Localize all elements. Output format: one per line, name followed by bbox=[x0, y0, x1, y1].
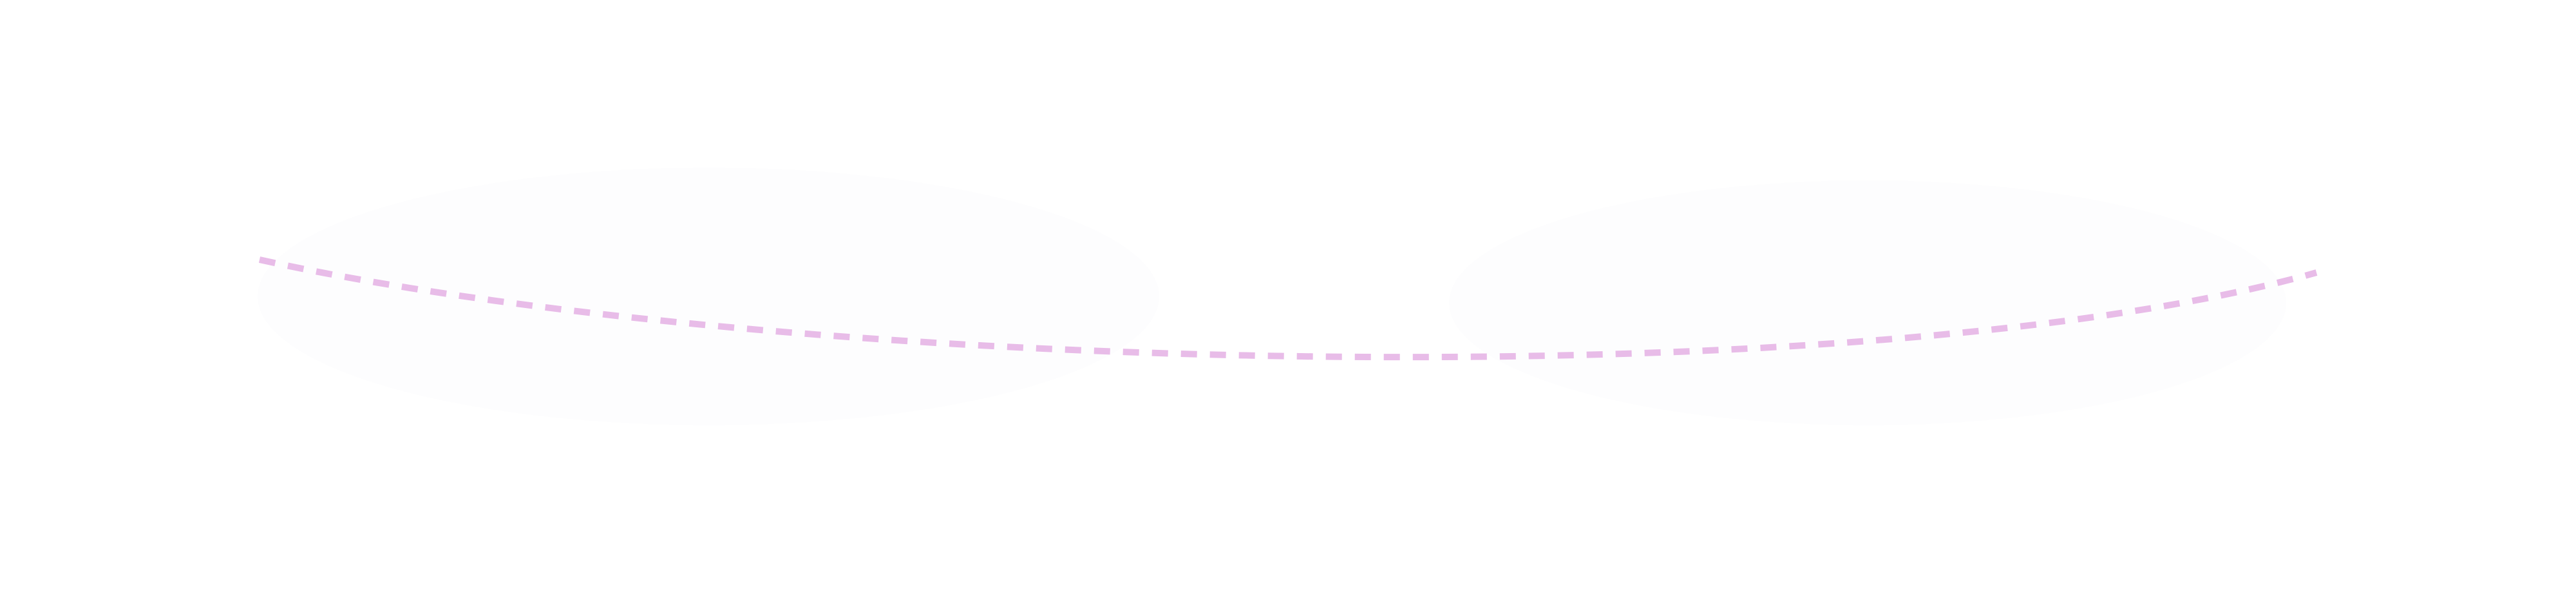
soft-cloud bbox=[258, 168, 1159, 425]
dashed-curve bbox=[258, 256, 2318, 361]
soft-cloud bbox=[1449, 180, 2286, 425]
